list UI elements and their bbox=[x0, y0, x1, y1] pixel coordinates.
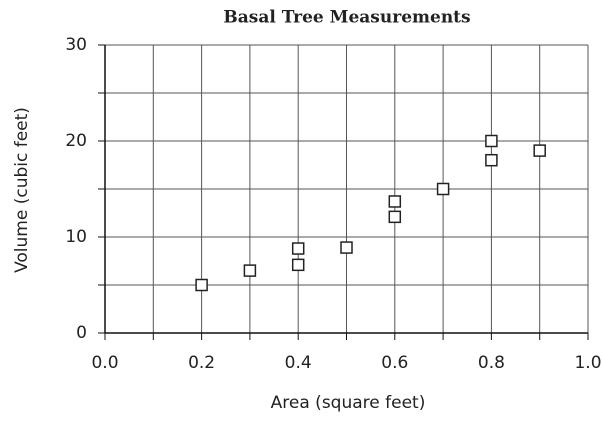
x-tick-label: 0.0 bbox=[91, 353, 118, 373]
point bbox=[291, 258, 305, 272]
y-tick-label: 20 bbox=[65, 131, 87, 151]
x-tick-label: 0.4 bbox=[285, 353, 312, 373]
y-axis-label: Volume (cubic feet) bbox=[12, 107, 32, 273]
point bbox=[436, 182, 450, 196]
point bbox=[340, 241, 353, 254]
x-tick-label: 1.0 bbox=[574, 353, 601, 373]
point bbox=[291, 242, 305, 255]
point bbox=[195, 278, 208, 292]
y-tick-label: 10 bbox=[65, 227, 87, 247]
x-tick-label: 0.8 bbox=[478, 353, 505, 373]
x-tick-label: 0.2 bbox=[188, 353, 215, 373]
y-tick-label: 30 bbox=[65, 35, 87, 55]
x-tick-label: 0.6 bbox=[381, 353, 408, 373]
chart-title: Basal Tree Measurements bbox=[223, 8, 470, 28]
point bbox=[243, 264, 257, 277]
point bbox=[485, 153, 498, 167]
point bbox=[388, 210, 402, 224]
x-axis-label: Area (square feet) bbox=[271, 393, 426, 413]
y-tick-label: 0 bbox=[76, 323, 87, 343]
point bbox=[533, 144, 546, 157]
point bbox=[485, 134, 498, 148]
point bbox=[388, 195, 402, 208]
